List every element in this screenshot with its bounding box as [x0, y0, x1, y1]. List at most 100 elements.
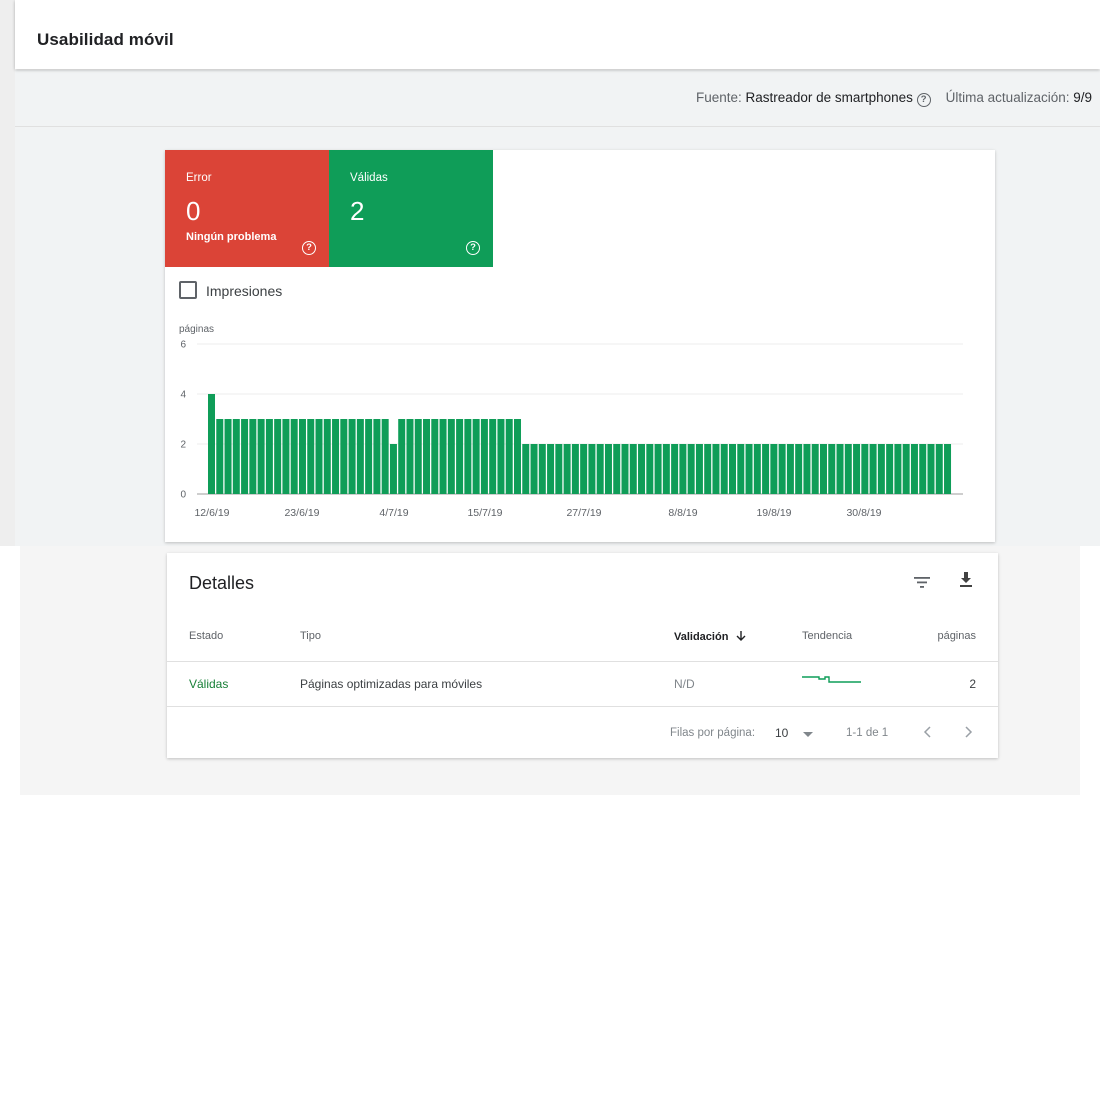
chart-bar[interactable] [729, 444, 737, 494]
chart-bar[interactable] [695, 444, 703, 494]
chart-bar[interactable] [786, 444, 794, 494]
chart-bar[interactable] [902, 444, 910, 494]
help-icon[interactable]: ? [916, 93, 931, 107]
chart-bar[interactable] [489, 419, 497, 494]
chart-bar[interactable] [464, 419, 472, 494]
chart-bar[interactable] [497, 419, 505, 494]
chevron-left-icon[interactable] [922, 725, 934, 739]
chart-bar[interactable] [588, 444, 596, 494]
column-header-tendencia[interactable]: Tendencia [802, 630, 853, 642]
chart-bar[interactable] [472, 419, 480, 494]
column-header-validacion[interactable]: Validación [674, 630, 747, 643]
chart-bar[interactable] [762, 444, 770, 494]
chart-bar[interactable] [919, 444, 927, 494]
chart-bar[interactable] [910, 444, 918, 494]
chart-bar[interactable] [356, 419, 364, 494]
chart-bar[interactable] [381, 419, 389, 494]
chart-bar[interactable] [439, 419, 447, 494]
chart-bar[interactable] [621, 444, 629, 494]
chart-bar[interactable] [853, 444, 861, 494]
column-header-tipo[interactable]: Tipo [300, 630, 321, 642]
chart-bar[interactable] [340, 419, 348, 494]
chart-bar[interactable] [869, 444, 877, 494]
column-header-estado[interactable]: Estado [189, 630, 224, 642]
chart-bar[interactable] [861, 444, 869, 494]
chart-bar[interactable] [629, 444, 637, 494]
chart-bar[interactable] [530, 444, 538, 494]
chart-bar[interactable] [406, 419, 414, 494]
chart-bar[interactable] [571, 444, 579, 494]
chart-bar[interactable] [737, 444, 745, 494]
chart-bar[interactable] [720, 444, 728, 494]
chart-bar[interactable] [679, 444, 687, 494]
chart-bar[interactable] [538, 444, 546, 494]
chart-bar[interactable] [323, 419, 331, 494]
chart-bar[interactable] [365, 419, 373, 494]
chart-bar[interactable] [687, 444, 695, 494]
chart-bar[interactable] [348, 419, 356, 494]
chart-bar[interactable] [828, 444, 836, 494]
chart-bar[interactable] [265, 419, 273, 494]
chart-bar[interactable] [480, 419, 488, 494]
chart-bar[interactable] [613, 444, 621, 494]
valid-tile[interactable]: Válidas 2 ? [329, 150, 493, 267]
chart-bar[interactable] [274, 419, 282, 494]
chart-bar[interactable] [944, 444, 952, 494]
chart-bar[interactable] [753, 444, 761, 494]
chart-bar[interactable] [307, 419, 315, 494]
chart-bar[interactable] [423, 419, 431, 494]
column-header-paginas[interactable]: páginas [937, 630, 976, 642]
chart-bar[interactable] [927, 444, 935, 494]
chart-bar[interactable] [638, 444, 646, 494]
chart-bar[interactable] [596, 444, 604, 494]
chart-bar[interactable] [315, 419, 323, 494]
chart-bar[interactable] [745, 444, 753, 494]
chart-bar[interactable] [216, 419, 224, 494]
chart-bar[interactable] [249, 419, 257, 494]
chart-bar[interactable] [547, 444, 555, 494]
chart-bar[interactable] [232, 419, 240, 494]
filter-icon[interactable] [912, 573, 932, 591]
chart-bar[interactable] [555, 444, 563, 494]
chart-bar[interactable] [389, 444, 397, 494]
chart-bar[interactable] [803, 444, 811, 494]
chart-bar[interactable] [414, 419, 422, 494]
rows-per-page-select[interactable]: 10 [775, 726, 814, 740]
chart-bar[interactable] [778, 444, 786, 494]
chart-bar[interactable] [795, 444, 803, 494]
chart-bar[interactable] [505, 419, 513, 494]
chart-bar[interactable] [819, 444, 827, 494]
chart-bar[interactable] [654, 444, 662, 494]
chart-bar[interactable] [447, 419, 455, 494]
chart-bar[interactable] [290, 419, 298, 494]
chart-bar[interactable] [604, 444, 612, 494]
chart-bar[interactable] [646, 444, 654, 494]
chart-bar[interactable] [513, 419, 521, 494]
chart-bar[interactable] [704, 444, 712, 494]
impressions-checkbox[interactable] [179, 281, 197, 299]
chart-bar[interactable] [398, 419, 406, 494]
chart-bar[interactable] [332, 419, 340, 494]
chart-bar[interactable] [770, 444, 778, 494]
chart-bar[interactable] [836, 444, 844, 494]
download-icon[interactable] [957, 570, 975, 590]
chart-bar[interactable] [877, 444, 885, 494]
chart-bar[interactable] [662, 444, 670, 494]
chart-bar[interactable] [844, 444, 852, 494]
chart-bar[interactable] [456, 419, 464, 494]
chart-bar[interactable] [208, 394, 215, 494]
chart-bar[interactable] [257, 419, 265, 494]
help-icon[interactable]: ? [302, 241, 316, 255]
chart-bar[interactable] [935, 444, 943, 494]
chart-bar[interactable] [886, 444, 894, 494]
chart-bar[interactable] [282, 419, 290, 494]
chart-bar[interactable] [431, 419, 439, 494]
chart-bar[interactable] [671, 444, 679, 494]
chart-bar[interactable] [580, 444, 588, 494]
help-icon[interactable]: ? [466, 241, 480, 255]
chart-bar[interactable] [563, 444, 571, 494]
chart-bar[interactable] [811, 444, 819, 494]
chart-bar[interactable] [224, 419, 232, 494]
chart-bar[interactable] [712, 444, 720, 494]
chart-bar[interactable] [894, 444, 902, 494]
